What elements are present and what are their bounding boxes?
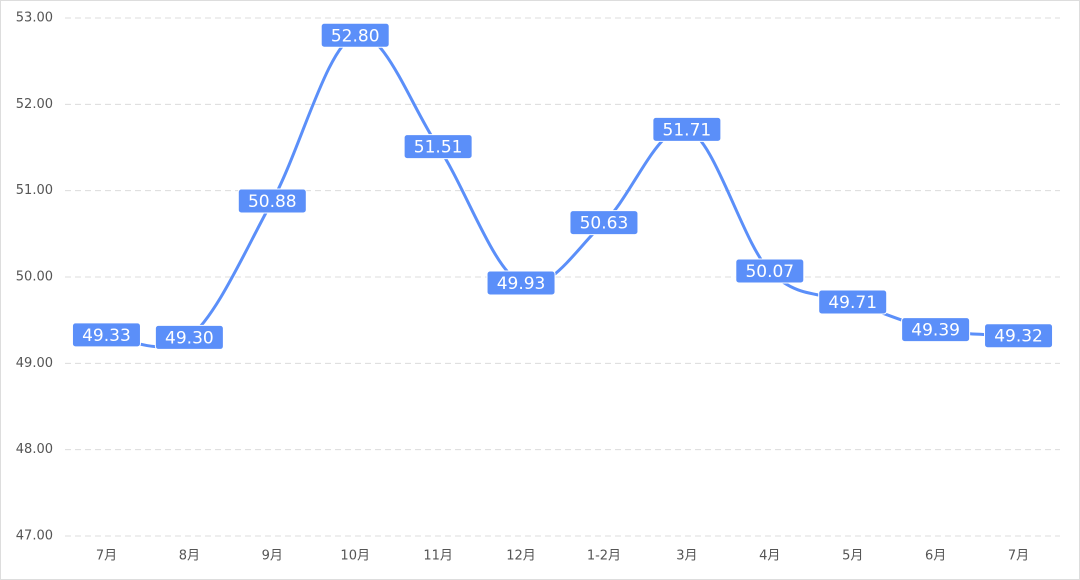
data-label: 50.07: [745, 262, 794, 282]
y-tick-label: 51.00: [16, 183, 53, 198]
label-box: [652, 116, 722, 142]
y-tick-label: 47.00: [16, 529, 53, 544]
x-tick-label: 3月: [676, 549, 697, 564]
x-tick-label: 7月: [96, 549, 117, 564]
x-tick-label: 11月: [423, 549, 453, 564]
data-label: 51.51: [414, 138, 463, 158]
y-tick-label: 52.00: [16, 97, 53, 112]
x-tick-label: 8月: [179, 549, 200, 564]
label-box: [486, 270, 556, 296]
label-box: [818, 289, 888, 315]
data-label: 49.30: [165, 328, 214, 348]
x-tick-label: 6月: [925, 549, 946, 564]
label-box: [735, 258, 805, 284]
data-label: 49.93: [497, 274, 546, 294]
x-tick-label: 10月: [340, 549, 370, 564]
y-tick-label: 49.00: [16, 356, 53, 371]
data-label: 49.32: [994, 327, 1043, 347]
data-label: 49.33: [82, 326, 131, 346]
y-tick-label: 53.00: [16, 11, 53, 26]
x-tick-label: 5月: [842, 549, 863, 564]
label-box: [403, 134, 473, 160]
x-tick-label: 4月: [759, 549, 780, 564]
label-box: [984, 323, 1054, 349]
data-label: 50.63: [580, 214, 629, 234]
y-tick-label: 48.00: [16, 442, 53, 457]
label-box: [237, 188, 307, 214]
data-label: 51.71: [663, 120, 712, 140]
x-tick-label: 1-2月: [587, 549, 621, 564]
label-box: [901, 317, 971, 343]
label-box: [154, 324, 224, 350]
data-label: 49.39: [911, 321, 960, 341]
data-label: 49.71: [828, 293, 877, 313]
x-tick-label: 12月: [506, 549, 536, 564]
data-label: 50.88: [248, 192, 297, 212]
label-box: [71, 322, 141, 348]
y-tick-label: 50.00: [16, 270, 53, 285]
data-label: 52.80: [331, 26, 380, 46]
x-tick-label: 7月: [1008, 549, 1029, 564]
label-box: [569, 210, 639, 236]
x-tick-label: 9月: [262, 549, 283, 564]
label-box: [320, 22, 390, 48]
